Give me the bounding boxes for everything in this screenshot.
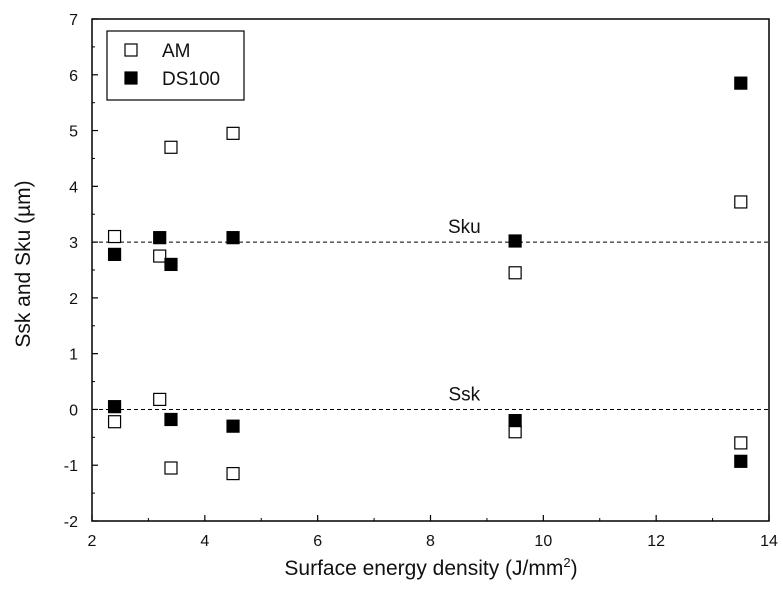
y-tick-label: 5 [69,124,78,141]
legend-marker-ds100 [124,71,138,85]
x-tick-label: 2 [88,533,97,550]
y-tick-label: 1 [69,347,78,364]
am-point [508,425,522,439]
reference-label: Ssk [449,384,481,405]
y-tick-label: -1 [64,458,78,475]
am-point [107,229,122,244]
ds100-point [508,234,522,248]
y-tick-label: 7 [69,12,78,29]
reference-label: Sku [448,217,481,238]
legend-marker-am [124,43,138,57]
y-axis: -2 -1 0 1 2 3 4 5 6 7 [64,12,98,531]
y-tick-label: 6 [69,68,78,85]
y-tick-label: -2 [64,514,78,531]
am-point [164,461,178,475]
x-tick-label: 14 [760,533,778,550]
am-point [734,195,748,209]
data-points [107,76,748,481]
legend-box [106,30,245,101]
ds100-point [508,414,522,428]
ds100-point [226,419,240,433]
am-point [164,140,178,154]
x-axis-label: Surface energy density (J/mm2) [284,555,577,580]
am-point [734,436,748,450]
x-tick-label: 12 [647,533,665,550]
ds100-point [107,400,122,414]
am-point [153,392,167,407]
ds100-point [734,76,748,90]
am-point [226,466,240,481]
ds100-point [107,247,122,261]
legend: AM DS100 [106,30,245,101]
y-tick-label: 2 [69,291,78,308]
x-tick-label: 6 [313,533,322,550]
ds100-point [164,412,178,427]
ds100-point [164,257,178,272]
y-tick-label: 0 [69,402,78,419]
legend-label: AM [162,41,191,62]
x-tick-label: 8 [426,533,435,550]
am-point [226,126,240,140]
legend-label: DS100 [162,69,220,90]
y-tick-label: 3 [69,235,78,252]
ds100-point [226,231,240,245]
x-tick-label: 4 [200,533,209,550]
y-axis-label: Ssk and Sku (µm) [12,180,35,347]
am-point [153,249,167,263]
am-point [508,266,522,280]
y-tick-label: 4 [69,179,78,196]
reference-lines: Sku Ssk [92,217,769,410]
am-point [107,415,122,429]
x-tick-label: 10 [534,533,552,550]
ds100-point [734,454,748,468]
x-axis: 2 4 6 8 10 12 14 [88,515,778,550]
ds100-point [153,231,167,245]
